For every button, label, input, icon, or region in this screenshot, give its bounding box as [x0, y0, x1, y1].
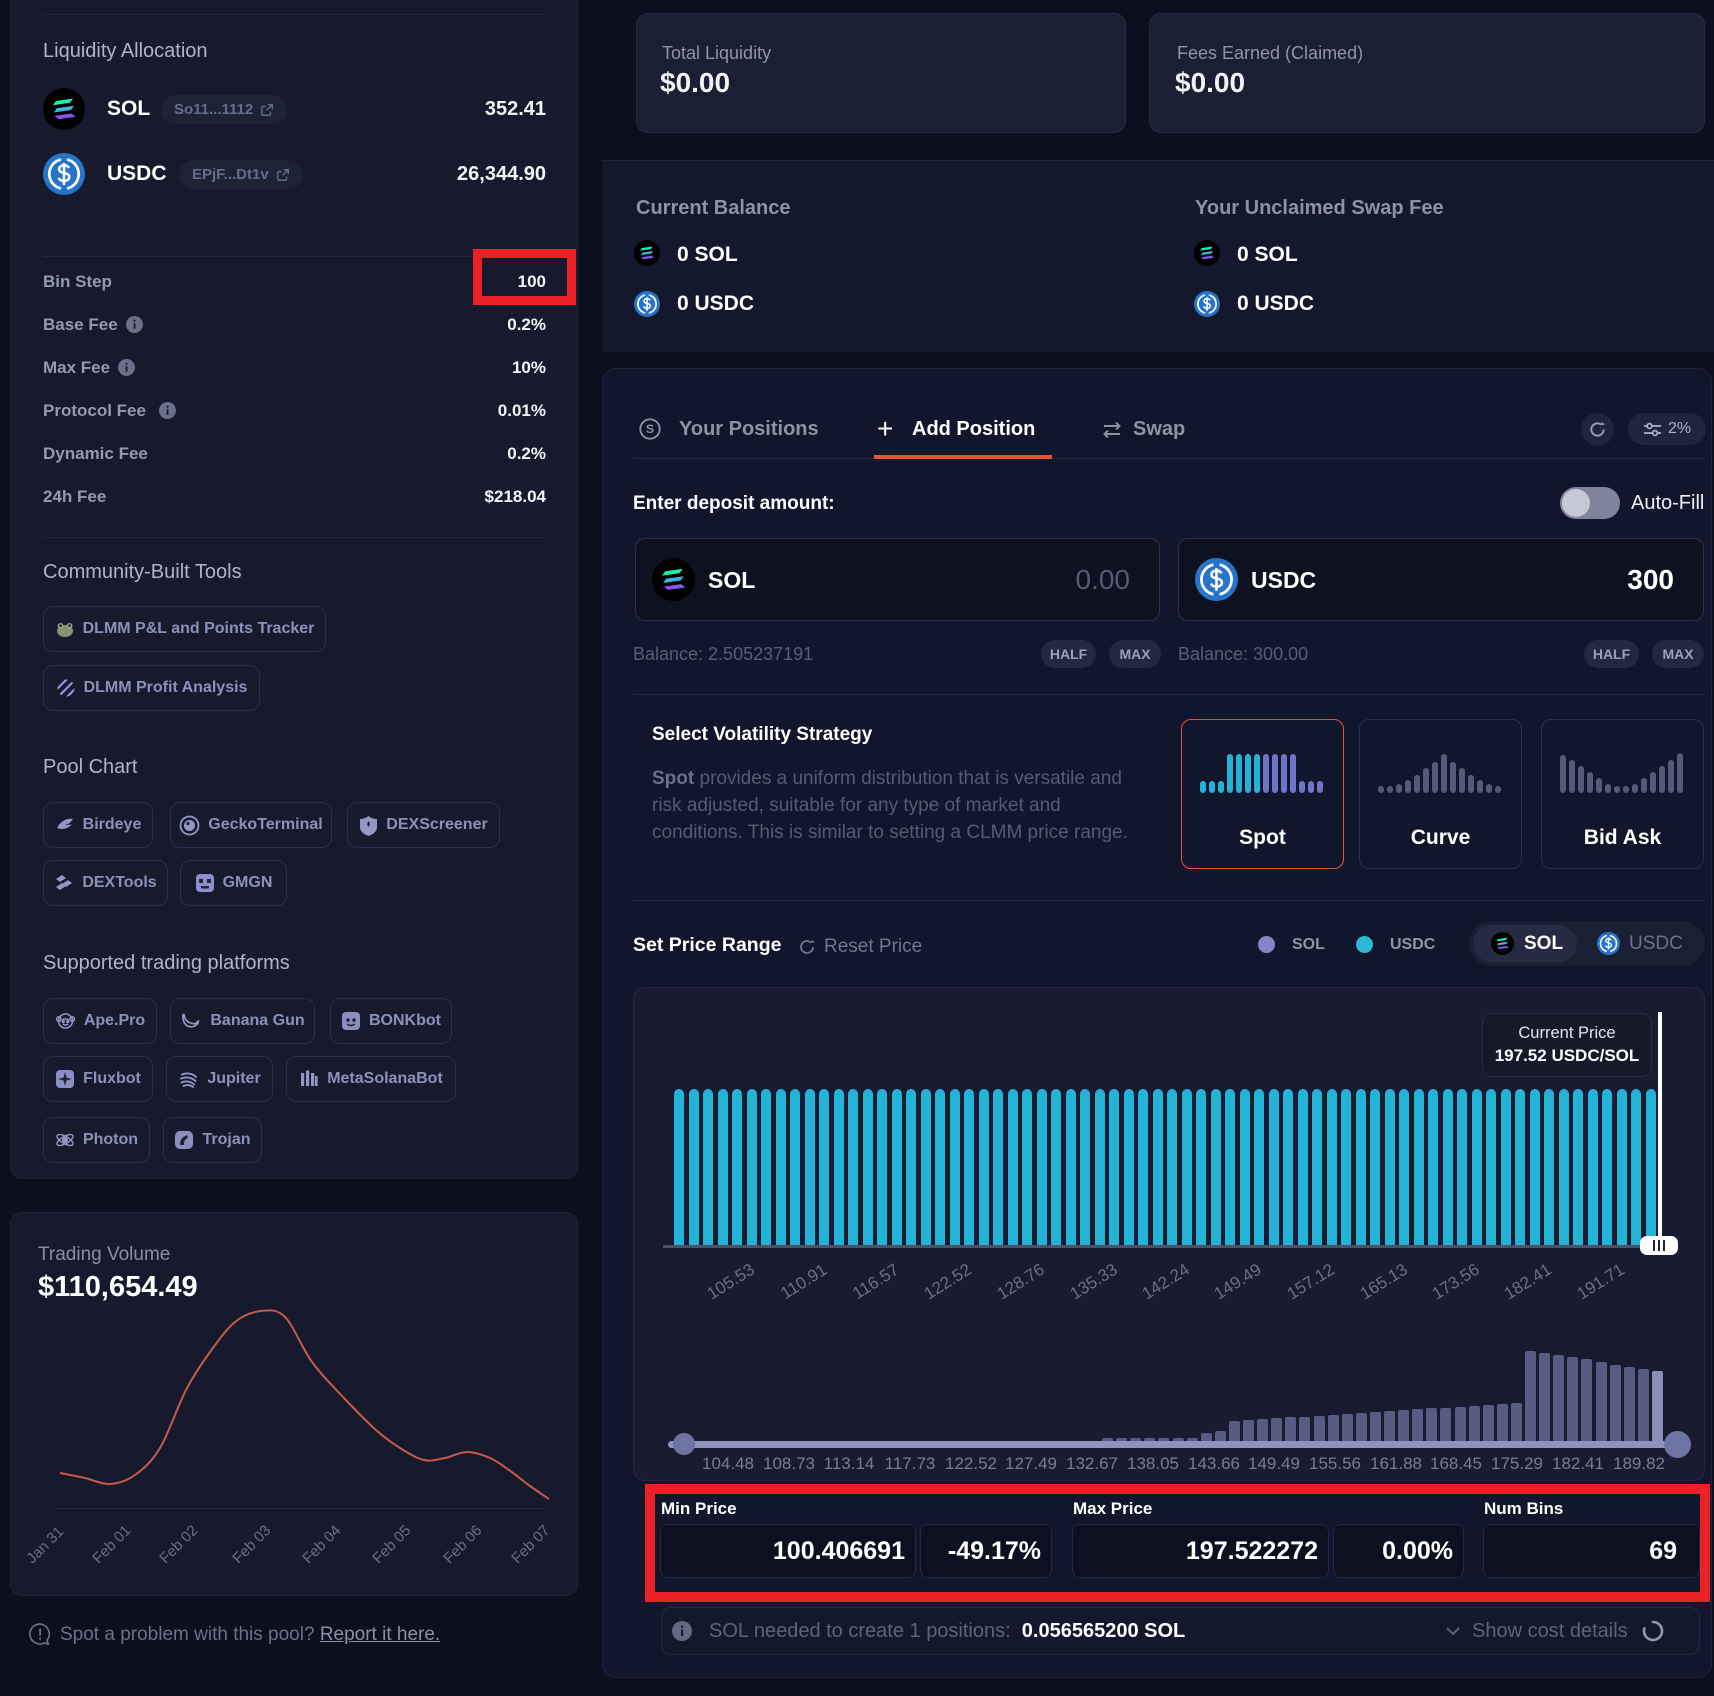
- svg-text:S: S: [646, 422, 654, 436]
